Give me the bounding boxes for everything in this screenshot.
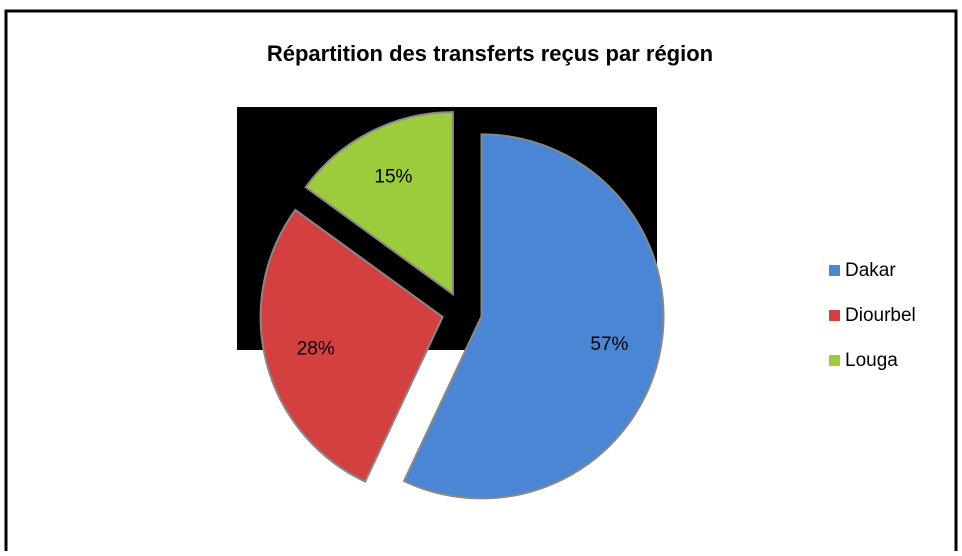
legend-label: Louga <box>845 350 898 371</box>
legend-swatch <box>829 355 840 366</box>
pie-slice <box>304 111 454 297</box>
chart-title: Répartition des transferts reçus par rég… <box>267 41 713 66</box>
data-label: 15% <box>374 166 412 187</box>
data-label: 57% <box>590 334 628 355</box>
legend-swatch <box>829 310 840 321</box>
legend-swatch <box>829 265 840 276</box>
pie-slice <box>259 208 444 483</box>
legend-label: Dakar <box>845 260 896 281</box>
pie-slice <box>402 133 665 500</box>
legend-label: Diourbel <box>845 305 916 326</box>
data-label: 28% <box>297 339 335 360</box>
